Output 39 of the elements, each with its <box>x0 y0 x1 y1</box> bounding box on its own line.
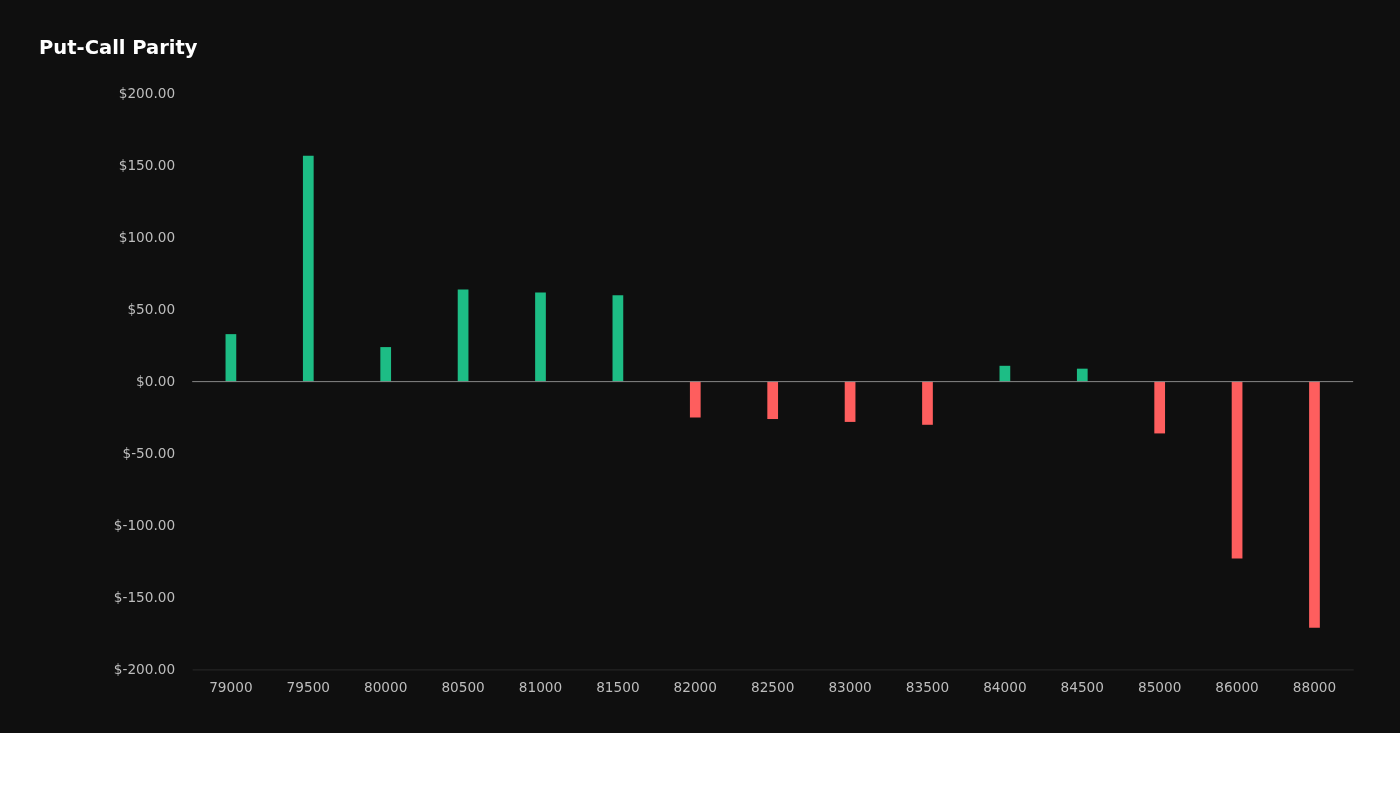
x-tick-label: 84500 <box>1060 679 1104 696</box>
bar <box>535 292 546 382</box>
y-tick-label: $50.00 <box>127 301 176 318</box>
bar <box>767 381 779 420</box>
bar <box>844 381 856 422</box>
bar <box>380 347 392 382</box>
y-tick-label: $-100.00 <box>113 516 176 533</box>
x-tick-label: 85000 <box>1137 679 1182 696</box>
x-tick-label: 88000 <box>1292 679 1337 696</box>
x-tick-label: 84000 <box>983 679 1027 696</box>
bar <box>1154 381 1166 434</box>
bar <box>302 155 314 382</box>
y-tick-label: $150.00 <box>118 157 176 174</box>
x-tick-label: 83000 <box>828 679 872 696</box>
x-tick-label: 80000 <box>363 679 408 696</box>
x-tick-label: 80500 <box>441 679 485 696</box>
x-tick-label: 81000 <box>518 679 563 696</box>
bar <box>612 295 624 382</box>
bar <box>457 289 469 382</box>
x-tick-label: 82000 <box>673 679 717 696</box>
chart-title: Put-Call Parity <box>39 35 198 59</box>
bar <box>1309 381 1320 628</box>
y-tick-label: $-150.00 <box>113 588 176 605</box>
y-tick-label: $100.00 <box>118 229 176 246</box>
x-tick-label: 83500 <box>905 679 950 696</box>
x-tick-label: 82500 <box>750 679 795 696</box>
bar <box>225 334 237 382</box>
y-tick-label: $200.00 <box>118 85 176 102</box>
x-tick-label: 79000 <box>209 679 253 696</box>
x-tick-label: 81500 <box>596 679 640 696</box>
y-tick-label: $-50.00 <box>122 444 176 461</box>
y-tick-label: $-200.00 <box>113 660 176 677</box>
bar <box>1076 368 1088 382</box>
bar <box>1231 381 1243 559</box>
bar <box>689 381 701 418</box>
y-tick-label: $0.00 <box>136 373 176 390</box>
x-tick-label: 79500 <box>286 679 330 696</box>
x-tick-label: 86000 <box>1215 679 1259 696</box>
bar <box>922 381 933 425</box>
